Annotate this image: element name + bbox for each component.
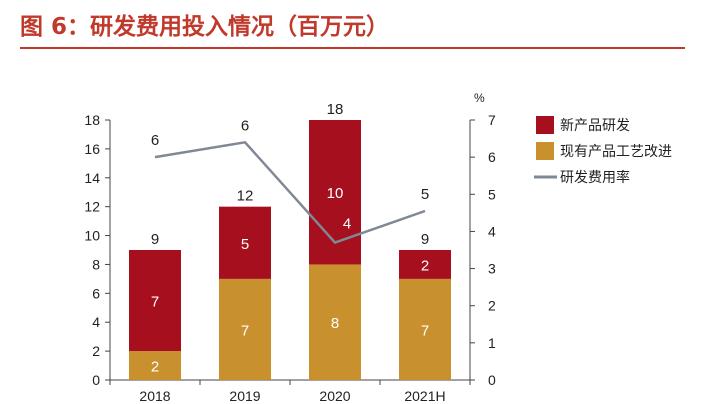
bar-segment — [129, 351, 181, 380]
bar-segment-label: 2 — [421, 257, 429, 274]
y-tick-label: 10 — [84, 228, 100, 244]
y2-tick-label: 2 — [488, 298, 496, 314]
bar-segment — [219, 206, 271, 279]
bar-total-label: 12 — [237, 188, 254, 205]
y2-unit-label: % — [474, 91, 485, 105]
bar-segment-label: 8 — [331, 315, 339, 332]
y2-tick-label: 4 — [488, 223, 496, 239]
y-tick-label: 16 — [84, 141, 100, 157]
rate-point-label: 5 — [421, 186, 429, 203]
legend-swatch — [536, 116, 554, 134]
bar-segment — [399, 250, 451, 279]
legend-label: 现有产品工艺改进 — [560, 144, 672, 160]
title-rule — [20, 47, 685, 49]
bar-segment-label: 5 — [241, 236, 249, 253]
y-tick-label: 2 — [92, 343, 100, 359]
y-tick-label: 0 — [92, 372, 100, 388]
figure-title: 图 6：研发费用投入情况（百万元） — [20, 14, 390, 40]
x-tick-label: 2020 — [319, 388, 350, 404]
y-tick-label: 8 — [92, 256, 100, 272]
y-tick-label: 18 — [84, 112, 100, 128]
y2-tick-label: 0 — [488, 372, 496, 388]
bar-total-label: 18 — [327, 101, 344, 118]
y-tick-label: 14 — [84, 170, 100, 186]
bar-segment — [309, 120, 361, 265]
bar-segment-label: 10 — [327, 185, 344, 202]
legend-swatch — [536, 142, 554, 160]
chart-bars — [129, 120, 451, 380]
rate-point-label: 6 — [241, 117, 249, 134]
rate-point-label: 4 — [343, 216, 351, 233]
bar-segment-label: 7 — [151, 294, 159, 311]
chart-labels: 2 7 9 7 5 12 8 10 18 7 2 9 6 6 4 5 — [151, 101, 429, 376]
y2-tick-label: 5 — [488, 186, 496, 202]
y2-tick-label: 1 — [488, 335, 496, 351]
bar-segment — [129, 250, 181, 352]
y2-tick-label: 6 — [488, 149, 496, 165]
bar-segment — [219, 278, 271, 380]
rate-line — [154, 140, 426, 245]
y-tick-label: 12 — [84, 199, 100, 215]
y2-tick-label: 7 — [488, 112, 496, 128]
legend-label: 研发费用率 — [560, 169, 630, 186]
legend-label: 新产品研发 — [560, 118, 630, 134]
bar-segment — [399, 278, 451, 380]
x-tick-label: 2018 — [139, 388, 170, 404]
bar-segment-label: 7 — [241, 322, 249, 339]
bar-total-label: 9 — [151, 231, 159, 248]
y2-tick-label: 3 — [488, 261, 496, 277]
bar-total-label: 9 — [421, 231, 429, 248]
bar-segment-label: 2 — [151, 359, 159, 376]
x-tick-label: 2021H — [404, 388, 445, 404]
y-tick-label: 4 — [92, 314, 100, 330]
rate-point-label: 6 — [151, 132, 159, 149]
bar-segment — [309, 264, 361, 380]
y-tick-label: 6 — [92, 285, 100, 301]
x-tick-label: 2019 — [229, 388, 260, 404]
bar-segment-label: 7 — [421, 322, 429, 339]
chart-line-layer — [154, 140, 426, 245]
